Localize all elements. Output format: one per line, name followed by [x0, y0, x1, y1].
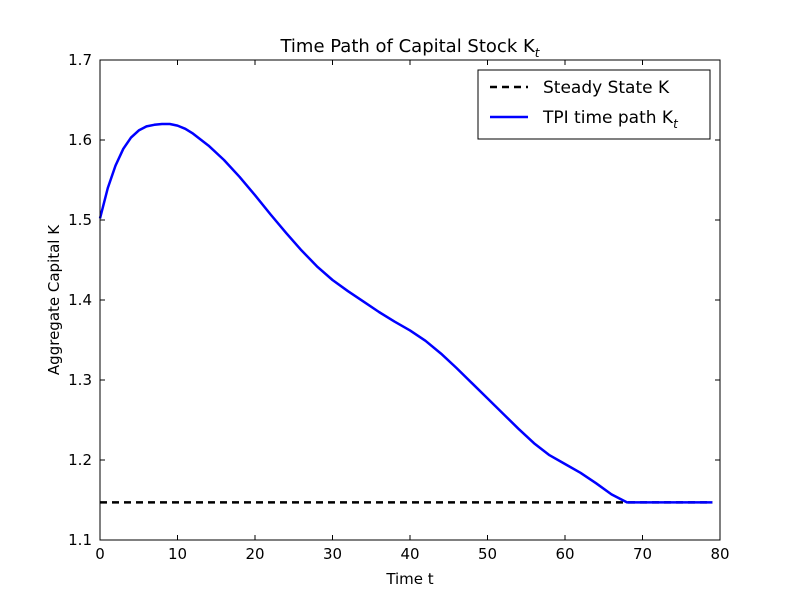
legend-label-steady-state: Steady State K	[543, 78, 670, 98]
x-tick-label: 80	[710, 545, 729, 563]
legend-box	[477, 69, 711, 140]
chart-title-main: Time Path of Capital Stock K	[279, 36, 535, 57]
y-tick-label: 1.1	[68, 531, 92, 549]
x-tick-label: 30	[323, 545, 342, 563]
y-tick-label: 1.4	[68, 291, 92, 309]
y-tick-label: 1.5	[68, 211, 92, 229]
x-tick-label: 40	[400, 545, 419, 563]
legend-label-tpi-path: TPI time path Kt	[542, 108, 679, 131]
y-tick-label: 1.7	[68, 51, 92, 69]
chart-title-subscript: t	[535, 46, 541, 60]
plot-area	[98, 122, 713, 504]
y-tick-label: 1.6	[68, 131, 92, 149]
chart-title: Time Path of Capital Stock Kt	[279, 36, 540, 60]
y-axis-label: Aggregate Capital K	[45, 224, 63, 375]
y-tick-label: 1.2	[68, 451, 92, 469]
y-tick-label: 1.3	[68, 371, 92, 389]
axis-ticks: 0 10 20 30 40 50 60 70 80 1.1 1.2 1.3 1.4 1.5 1.6 1.7	[68, 51, 729, 563]
x-tick-label: 0	[95, 545, 105, 563]
legend: Steady State K TPI time path Kt	[477, 69, 711, 140]
x-tick-label: 50	[478, 545, 497, 563]
x-axis-label: Time t	[385, 570, 433, 588]
x-tick-label: 70	[633, 545, 652, 563]
legend-label-tpi-main: TPI time path K	[542, 108, 674, 128]
x-tick-label: 10	[168, 545, 187, 563]
x-tick-label: 20	[245, 545, 264, 563]
legend-label-tpi-subscript: t	[673, 117, 679, 131]
series-line-tpi-path	[98, 122, 713, 504]
x-tick-label: 60	[555, 545, 574, 563]
